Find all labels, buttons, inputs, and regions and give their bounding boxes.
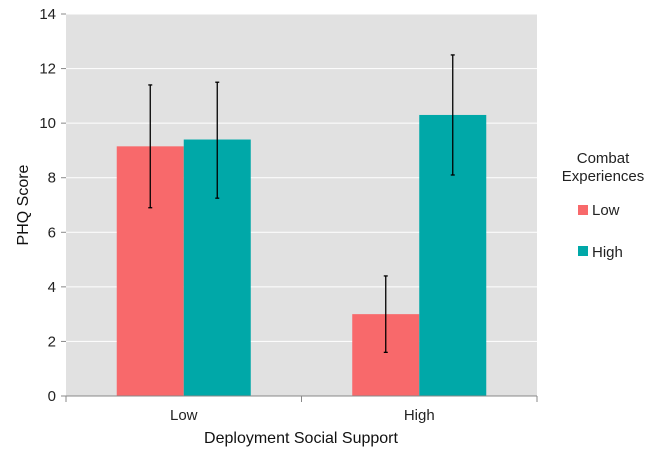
x-axis-title: Deployment Social Support	[204, 430, 398, 447]
x-axis-ticks: Low High	[65, 396, 538, 424]
x-tick-label: Low	[170, 407, 198, 424]
y-axis-ticks: 0 2 4 6 8 10 12 14	[39, 6, 66, 405]
legend-swatch-high	[578, 246, 588, 256]
legend: Combat Experiences Low High	[562, 150, 645, 261]
error-bars	[148, 54, 455, 353]
y-tick-label: 4	[48, 279, 56, 296]
legend-swatch-low	[578, 205, 588, 215]
y-tick-label: 6	[48, 224, 56, 241]
bars	[116, 114, 487, 396]
x-tick-label: High	[404, 407, 435, 424]
y-tick-label: 14	[39, 6, 56, 23]
y-tick-label: 10	[39, 115, 56, 132]
y-tick-label: 8	[48, 170, 56, 187]
y-tick-label: 12	[39, 61, 56, 78]
legend-label-low: Low	[592, 202, 620, 219]
legend-label-high: High	[592, 244, 623, 261]
legend-title-line-1: Combat	[577, 150, 630, 167]
y-tick-label: 0	[48, 388, 56, 405]
y-axis-title: PHQ Score	[15, 164, 32, 245]
legend-title-line-2: Experiences	[562, 168, 645, 185]
y-tick-label: 2	[48, 333, 56, 350]
